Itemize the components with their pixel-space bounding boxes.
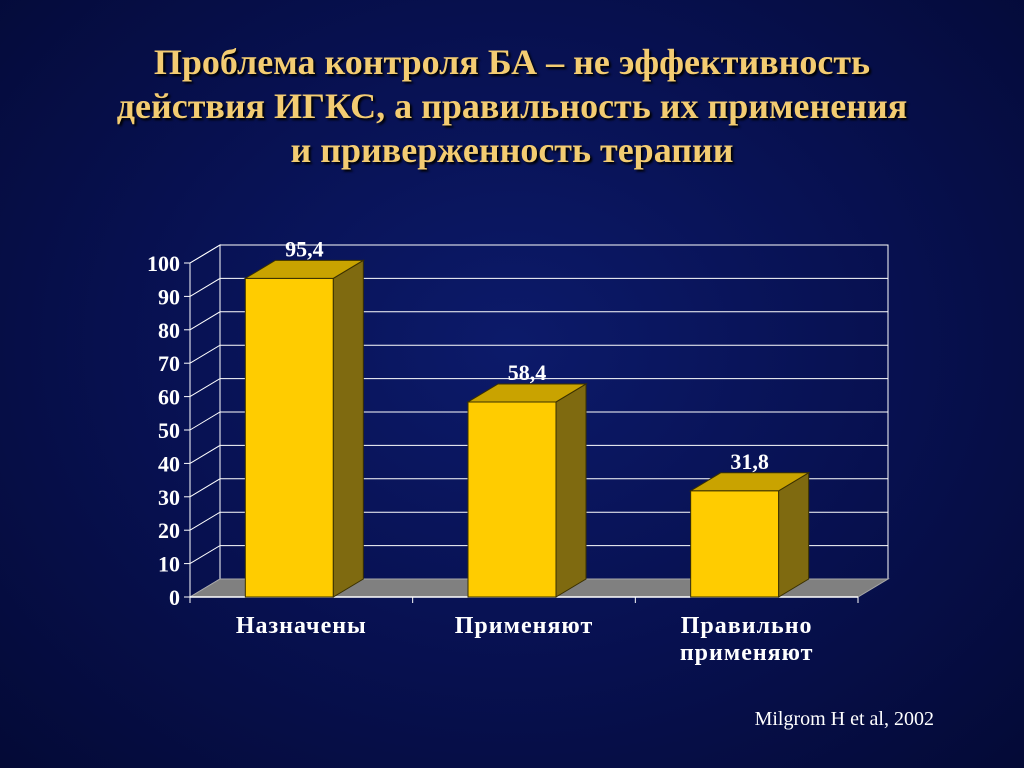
y-axis-ticks: 0 10 20 30 40 50 60 70 80 90 100 bbox=[147, 251, 190, 610]
gridline-80 bbox=[189, 311, 888, 331]
bar-top bbox=[243, 259, 366, 279]
y-tick-label: 20 bbox=[158, 518, 180, 543]
chart-data-labels: 95,4 58,4 31,8 bbox=[285, 236, 769, 473]
title-line-1: Проблема контроля БА – не эффективность bbox=[153, 42, 871, 82]
y-tick-label: 90 bbox=[158, 284, 180, 309]
title-line-3: и приверженность терапии bbox=[290, 130, 734, 170]
gridline-70 bbox=[189, 344, 888, 364]
bar-top bbox=[688, 472, 811, 492]
bar-side bbox=[332, 259, 364, 598]
bar-top bbox=[466, 383, 588, 403]
bar-front bbox=[244, 277, 334, 598]
gridline-60 bbox=[189, 378, 888, 398]
y-tick-label: 0 bbox=[169, 585, 180, 610]
bar-front bbox=[467, 401, 557, 598]
y-tick-label: 40 bbox=[158, 451, 180, 476]
x-category-label: применяют bbox=[680, 640, 814, 666]
source-citation: Milgrom H et al, 2002 bbox=[754, 708, 934, 730]
bar-3 bbox=[688, 471, 811, 598]
gridline-10 bbox=[189, 545, 888, 565]
bar-side bbox=[555, 383, 587, 598]
title-line-2: действия ИГКС, а правильность их примене… bbox=[116, 86, 908, 126]
chart-bars bbox=[243, 259, 811, 598]
y-tick-label: 50 bbox=[158, 418, 180, 443]
gridline-40 bbox=[189, 444, 888, 464]
y-tick-label: 30 bbox=[158, 485, 180, 510]
y-tick-label: 70 bbox=[158, 351, 180, 376]
data-label: 58,4 bbox=[508, 360, 547, 385]
x-category-label: Применяют bbox=[455, 613, 593, 639]
data-label: 95,4 bbox=[285, 236, 324, 261]
gridline-50 bbox=[189, 411, 888, 431]
y-tick-label: 60 bbox=[158, 385, 180, 410]
gridline-20 bbox=[189, 511, 888, 531]
slide-title: Проблема контроля БА – не эффективность … bbox=[40, 40, 984, 172]
x-category-label: Правильно bbox=[681, 613, 813, 639]
bar-1 bbox=[243, 259, 366, 598]
chart-gridlines bbox=[189, 244, 888, 565]
bar-front bbox=[690, 490, 780, 598]
y-tick-label: 100 bbox=[147, 251, 180, 276]
gridline-90 bbox=[189, 277, 888, 297]
gridline-30 bbox=[189, 478, 888, 498]
bar-2 bbox=[466, 383, 588, 598]
bar-side bbox=[778, 471, 810, 598]
data-label: 31,8 bbox=[730, 449, 769, 474]
y-tick-label: 10 bbox=[158, 552, 180, 577]
x-category-label: Назначены bbox=[236, 613, 367, 639]
gridline-100 bbox=[189, 244, 888, 264]
y-tick-label: 80 bbox=[158, 318, 180, 343]
